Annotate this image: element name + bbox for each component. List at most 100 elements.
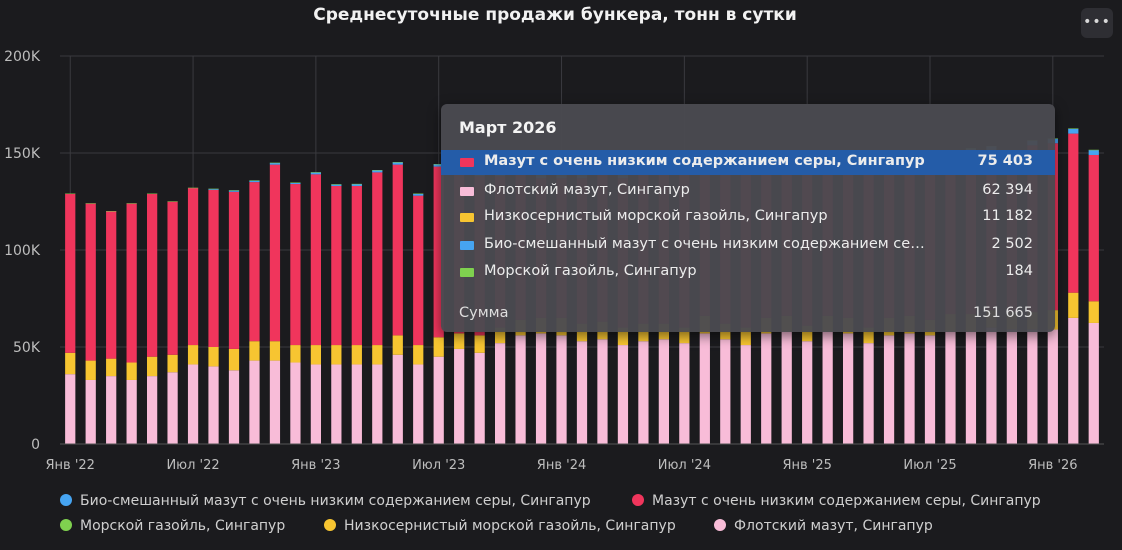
bar-segment-hsfo [290,362,301,444]
bar-segment-mgo [167,201,178,202]
tooltip-row-value: 62 394 [982,182,1033,198]
bar-segment-hsfo [924,335,936,444]
bar-segment-hsfo [147,376,158,444]
bar-segment-lsmgo [863,327,874,344]
x-tick-label: Янв '26 [1028,458,1077,473]
bar-segment-hsfo [85,379,96,444]
bar-segment-bio [1088,150,1099,155]
bar-segment-hsfo [658,339,669,444]
bar-segment-vlsfo [65,193,76,353]
tooltip-swatch [460,268,474,277]
bar-segment-hsfo [331,364,342,444]
bar-segment-vlsfo [372,172,383,346]
chart-tooltip: Март 2026 Мазут с очень низким содержани… [441,104,1055,332]
ellipsis-icon[interactable]: ••• [1081,8,1113,38]
bar-segment-hsfo [433,356,444,444]
bar-segment-hsfo [1088,322,1099,444]
bar-segment-vlsfo [413,195,424,346]
bar-segment-hsfo [413,364,424,444]
bar-segment-bio [1068,128,1079,134]
bar-segment-hsfo [126,379,137,444]
tooltip-row: Морской газойль, Сингапур 184 [441,260,1055,285]
bar-segment-lsmgo [1068,292,1079,318]
bar-segment-lsmgo [392,335,403,355]
bar-segment-bio [331,184,342,186]
bar-segment-bio [433,164,444,167]
bar-segment-lsmgo [433,337,444,357]
x-tick-label: Июл '24 [658,458,711,473]
legend-label-lsmgo: Низкосернистый морской газойль, Сингапур [344,518,676,534]
bar-segment-lsmgo [147,356,158,377]
bar-segment-lsmgo [351,345,362,365]
bar-segment-hsfo [515,335,526,444]
bar-segment-lsmgo [208,347,219,367]
bar-segment-mgo [65,193,76,195]
bar-segment-mgo [106,211,117,212]
bar-segment-hsfo [986,327,997,444]
bar-segment-vlsfo [351,185,362,346]
bar-segment-hsfo [1027,329,1038,444]
tooltip-row-value: 2 502 [991,236,1033,252]
bar-segment-hsfo [802,341,813,444]
chart-title: Среднесуточные продажи бункера, тонн в с… [313,5,797,25]
bar-segment-hsfo [167,372,178,444]
legend-item-vlsfo[interactable]: Мазут с очень низким содержанием серы, С… [632,493,1041,509]
legend-swatch-hsfo [714,519,726,531]
bar-segment-hsfo [351,364,362,444]
tooltip-row: Низкосернистый морской газойль, Сингапур… [441,205,1055,230]
tooltip-swatch [460,241,474,250]
bar-segment-vlsfo [147,193,158,357]
bar-segment-hsfo [761,333,772,444]
tooltip-swatch [460,158,474,167]
bar-segment-hsfo [310,364,321,444]
bar-segment-bio [310,172,321,175]
bar-segment-vlsfo [310,174,321,346]
bar-segment-hsfo [454,348,465,444]
bar-segment-vlsfo [433,166,444,338]
bar-segment-lsmgo [187,345,199,365]
bar-segment-vlsfo [331,185,342,346]
bar-segment-hsfo [965,331,977,444]
bar-segment-mgo [392,162,403,163]
bar-segment-bio [372,170,383,173]
bar-segment-bio [413,193,424,196]
bar-segment-hsfo [269,360,281,444]
bar-segment-lsmgo [249,341,260,361]
bar-segment-lsmgo [413,345,424,365]
legend-item-hsfo[interactable]: Флотский мазут, Сингапур [714,518,933,534]
bar-segment-vlsfo [126,203,137,363]
bar-segment-hsfo [392,354,403,444]
bar-segment-mgo [290,182,301,183]
bar-segment-lsmgo [740,327,751,346]
legend-item-lsmgo[interactable]: Низкосернистый морской газойль, Сингапур [324,518,676,534]
bar-segment-mgo [331,184,342,185]
bar-segment-hsfo [699,333,710,444]
tooltip-title: Март 2026 [459,118,557,137]
bar-segment-lsmgo [372,345,383,365]
x-tick-label: Янв '23 [291,458,340,473]
bar-segment-bio [269,162,281,165]
bar-segment-bio [208,188,219,190]
tooltip-row-label: Мазут с очень низким содержанием серы, С… [484,153,925,169]
legend-label-bio: Био-смешанный мазут с очень низким содер… [80,493,591,509]
bar-segment-bio [290,182,301,185]
bar-segment-hsfo [372,364,383,444]
bar-segment-hsfo [474,352,485,444]
tooltip-swatch [460,213,474,222]
bar-segment-mgo [126,203,137,204]
bar-segment-hsfo [228,370,240,444]
bar-segment-hsfo [208,366,219,444]
legend-swatch-mgo [60,519,72,531]
bar-segment-bio [392,162,403,165]
bar-segment-mgo [147,193,158,195]
legend-swatch-vlsfo [632,494,644,506]
bar-segment-lsmgo [269,341,281,361]
bar-segment-hsfo [106,376,117,444]
tooltip-row-value: 184 [1005,263,1033,279]
legend-item-mgo[interactable]: Морской газойль, Сингапур [60,518,285,534]
bar-segment-mgo [372,170,383,171]
y-tick-label: 0 [31,437,40,453]
bar-segment-hsfo [597,339,608,444]
legend-item-bio[interactable]: Био-смешанный мазут с очень низким содер… [60,493,591,509]
bar-segment-mgo [269,162,281,164]
